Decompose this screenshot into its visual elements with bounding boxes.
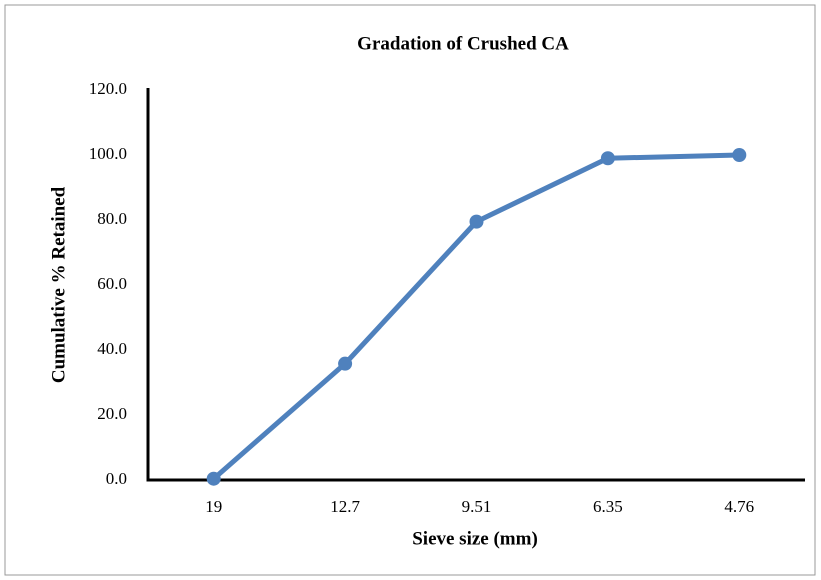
- x-tick-label: 4.76: [724, 497, 754, 516]
- data-point: [206, 471, 221, 486]
- chart-title: Gradation of Crushed CA: [357, 33, 569, 54]
- data-point: [469, 214, 484, 229]
- x-tick-label: 6.35: [593, 497, 623, 516]
- data-point: [338, 356, 353, 371]
- data-point: [732, 148, 747, 162]
- x-tick-label: 19: [205, 497, 222, 516]
- y-tick-label: 0.0: [106, 469, 127, 488]
- x-tick-label: 9.51: [462, 497, 492, 516]
- y-tick-label: 80.0: [97, 209, 127, 228]
- y-tick-label: 20.0: [97, 404, 127, 423]
- x-axis-label: Sieve size (mm): [412, 528, 538, 549]
- y-tick-label: 100.0: [89, 144, 127, 163]
- y-tick-label: 60.0: [97, 274, 127, 293]
- y-tick-label: 120.0: [89, 79, 127, 98]
- data-point: [600, 151, 615, 166]
- x-tick-label: 12.7: [330, 497, 360, 516]
- y-tick-label: 40.0: [97, 339, 127, 358]
- y-axis-label: Cumulative % Retained: [48, 186, 69, 383]
